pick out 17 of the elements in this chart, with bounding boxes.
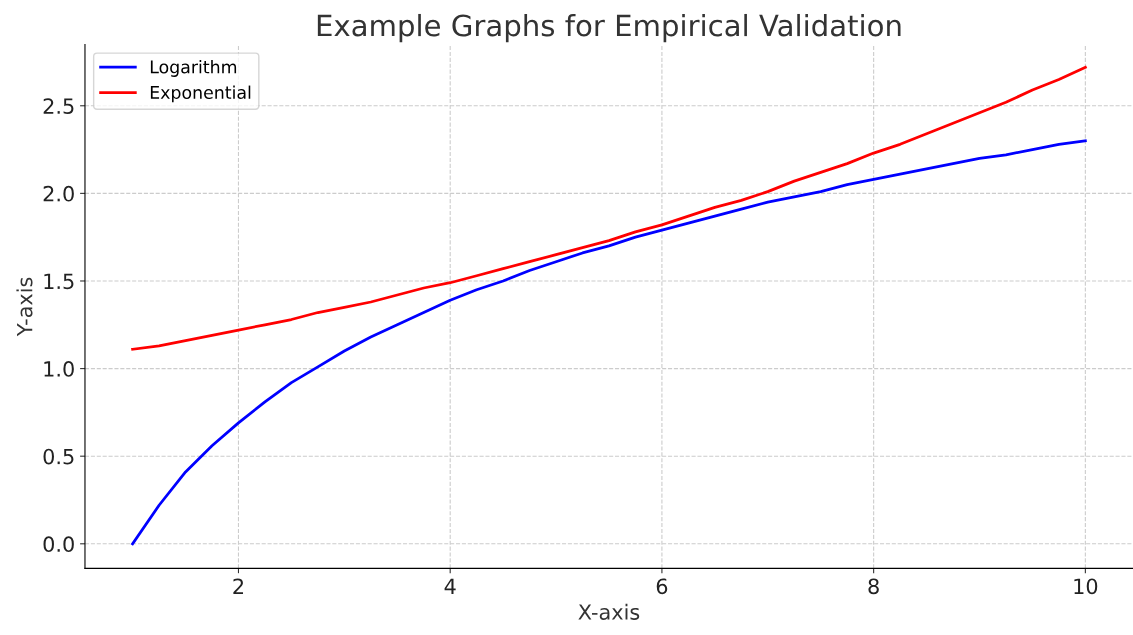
y-tick-label: 1.0 (44, 361, 74, 377)
legend-label: Logarithm (150, 60, 237, 77)
chart-title: Example Graphs for Empirical Validation (317, 13, 901, 43)
y-tick-label: 0.0 (43, 536, 74, 553)
y-tick-label: 1.5 (44, 273, 74, 290)
x-tick-label: 8 (868, 578, 879, 595)
x-tick-label: 4 (444, 578, 456, 594)
y-tick-label: 2.5 (43, 98, 74, 114)
x-tick-label: 10 (1074, 578, 1098, 595)
y-tick-label: 0.5 (43, 448, 74, 465)
x-tick-label: 2 (233, 578, 244, 594)
line-series (131, 139, 1087, 546)
legend-label: Exponential (150, 85, 251, 103)
y-tick-label: 2.0 (43, 185, 74, 202)
y-axis-title: Y-axis (16, 277, 33, 337)
x-axis-title: X-axis (578, 603, 640, 620)
x-tick-label: 6 (656, 578, 668, 595)
